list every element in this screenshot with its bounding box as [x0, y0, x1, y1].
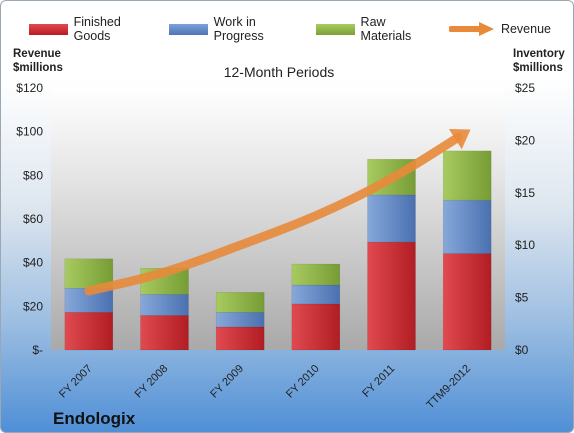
bar-work-in-progress-fy-2009 — [215, 312, 265, 328]
y-right-tick-label: $20 — [515, 133, 535, 147]
bar-raw-materials-fy-2010 — [291, 263, 341, 286]
legend: Finished Goods Work in Progress Raw Mate… — [29, 15, 573, 43]
legend-item-raw-materials: Raw Materials — [315, 15, 427, 43]
y-left-tick-label: $80 — [23, 168, 43, 182]
bar-finished-goods-fy-2010 — [291, 303, 341, 351]
bar-work-in-progress-fy-2008 — [140, 294, 189, 316]
x-tick-label: FY 2010 — [284, 363, 322, 401]
company-name: Endologix — [53, 409, 136, 428]
y-right-tick-label: $25 — [515, 81, 535, 95]
y-right-tick-label: $10 — [515, 238, 535, 252]
revenue-line — [84, 132, 463, 296]
legend-swatch-finished-goods — [29, 23, 68, 35]
y-left-tick-label: $20 — [23, 299, 43, 313]
y-left-tick-label: $- — [32, 343, 43, 357]
x-tick-label: FY 2011 — [360, 363, 397, 400]
bar-work-in-progress-fy-2011 — [367, 194, 416, 243]
bar-finished-goods-ttm9-2012 — [442, 253, 492, 351]
legend-label-revenue: Revenue — [500, 22, 551, 36]
bar-finished-goods-fy-2008 — [140, 315, 189, 351]
bar-raw-materials-fy-2009 — [215, 292, 265, 313]
y-right-tick-label: $5 — [515, 291, 529, 305]
x-tick-label: FY 2009 — [208, 363, 246, 401]
y-right-tick-label: $0 — [515, 343, 529, 357]
y-axis-right-title: Inventory $millions — [513, 48, 565, 74]
x-tick-label: FY 2008 — [133, 363, 171, 401]
chart-title: 12-Month Periods — [223, 64, 335, 80]
y-right-tick-label: $15 — [515, 186, 535, 200]
y-axis-left-title: Revenue $millions — [13, 48, 63, 74]
legend-label-finished-goods: Finished Goods — [73, 15, 121, 43]
plot-area — [51, 88, 505, 350]
x-tick-label: FY 2007 — [57, 363, 95, 401]
bar-finished-goods-fy-2007 — [64, 312, 114, 351]
y-left-tick-label: $60 — [23, 212, 43, 226]
legend-item-finished-goods: Finished Goods — [29, 15, 147, 43]
bar-work-in-progress-fy-2010 — [291, 284, 341, 305]
legend-arrow-icon — [448, 22, 494, 36]
legend-swatch-work-in-progress — [169, 23, 208, 35]
bar-raw-materials-ttm9-2012 — [442, 150, 492, 201]
legend-label-work-in-progress: Work in Progress — [213, 15, 264, 43]
y-left-tick-label: $100 — [16, 125, 43, 139]
bar-finished-goods-fy-2009 — [215, 326, 265, 351]
y-left-tick-label: $120 — [16, 81, 43, 95]
legend-item-revenue: Revenue — [448, 22, 551, 36]
y-left-tick-label: $40 — [23, 256, 43, 270]
legend-item-work-in-progress: Work in Progress — [169, 15, 294, 43]
x-tick-label: TTM9-2012 — [424, 363, 473, 412]
legend-swatch-raw-materials — [315, 23, 355, 35]
bar-finished-goods-fy-2011 — [367, 241, 416, 351]
legend-label-raw-materials: Raw Materials — [360, 15, 412, 43]
revenue-arrowhead — [448, 129, 471, 150]
bar-work-in-progress-ttm9-2012 — [442, 199, 492, 254]
